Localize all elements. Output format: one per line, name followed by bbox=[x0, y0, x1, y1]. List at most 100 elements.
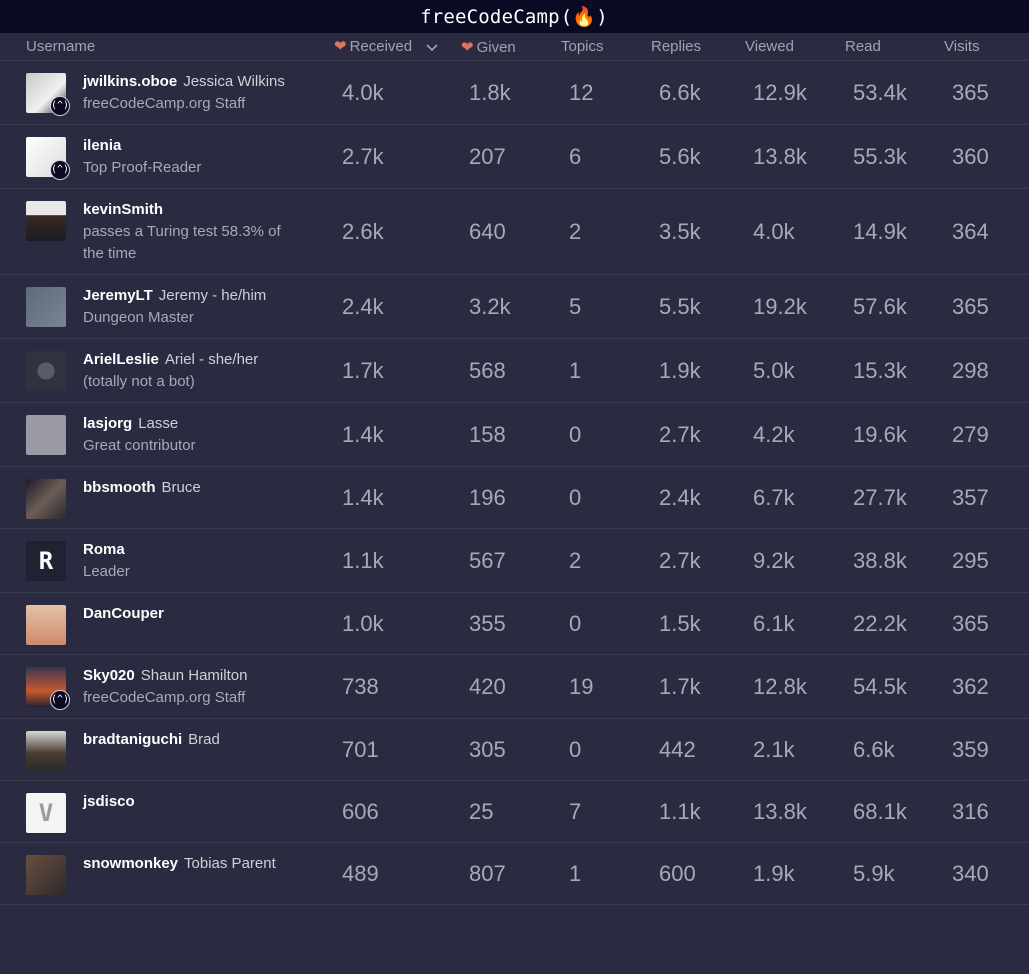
column-header-given[interactable]: ❤ Given bbox=[461, 33, 561, 61]
stat-given: 567 bbox=[461, 528, 561, 593]
stat-given: 196 bbox=[461, 466, 561, 529]
stat-viewed: 13.8k bbox=[745, 124, 845, 189]
stat-read: 57.6k bbox=[845, 274, 944, 339]
column-header-topics[interactable]: Topics bbox=[561, 33, 651, 61]
stat-received: 2.4k bbox=[334, 274, 461, 339]
avatar[interactable] bbox=[26, 605, 66, 645]
stat-replies: 2.7k bbox=[651, 402, 745, 467]
avatar[interactable] bbox=[26, 201, 66, 241]
table-row: snowmonkey Tobias Parent 489 807 1 600 1.9k 5.… bbox=[0, 842, 1029, 905]
table-row: (^) ilenia Top Proof-Reader 2.7k 207 6 5.6k… bbox=[0, 124, 1029, 189]
stat-topics: 2 bbox=[561, 188, 651, 275]
stat-topics: 12 bbox=[561, 60, 651, 125]
username-link[interactable]: snowmonkey bbox=[83, 855, 179, 872]
stat-read: 38.8k bbox=[845, 528, 944, 593]
stat-received: 4.0k bbox=[334, 60, 461, 125]
user-cell: DanCouper bbox=[0, 592, 334, 655]
user-cell: (^) ilenia Top Proof-Reader bbox=[0, 124, 334, 189]
user-cell: JeremyLT Jeremy - he/him Dungeon Master bbox=[0, 274, 334, 339]
stat-read: 54.5k bbox=[845, 654, 944, 719]
column-header-username[interactable]: Username bbox=[0, 33, 334, 61]
column-header-read[interactable]: Read bbox=[845, 33, 944, 61]
username-link[interactable]: JeremyLT bbox=[83, 287, 153, 304]
stat-visits: 365 bbox=[944, 274, 1029, 339]
username-link[interactable]: ArielLeslie bbox=[83, 351, 159, 368]
username-link[interactable]: Roma bbox=[83, 541, 125, 558]
username-link[interactable]: ilenia bbox=[83, 137, 122, 154]
stat-read: 53.4k bbox=[845, 60, 944, 125]
heart-icon: ❤ bbox=[461, 38, 474, 56]
stat-replies: 5.5k bbox=[651, 274, 745, 339]
username-link[interactable]: jwilkins.oboe bbox=[83, 73, 178, 90]
username-link[interactable]: DanCouper bbox=[83, 605, 164, 622]
stat-received: 606 bbox=[334, 780, 461, 843]
column-header-received[interactable]: ❤ Received bbox=[334, 33, 461, 61]
stat-given: 25 bbox=[461, 780, 561, 843]
avatar[interactable] bbox=[26, 855, 66, 895]
avatar[interactable]: (^) bbox=[26, 137, 70, 180]
stat-received: 1.4k bbox=[334, 466, 461, 529]
stat-visits: 357 bbox=[944, 466, 1029, 529]
stat-replies: 3.5k bbox=[651, 188, 745, 275]
top-bar: freeCodeCamp (🔥) bbox=[0, 0, 1029, 33]
column-header-replies[interactable]: Replies bbox=[651, 33, 745, 61]
user-cell: R Roma Leader bbox=[0, 528, 334, 593]
username-link[interactable]: bbsmooth bbox=[83, 479, 156, 496]
stat-viewed: 5.0k bbox=[745, 338, 845, 403]
stat-viewed: 19.2k bbox=[745, 274, 845, 339]
username-link[interactable]: Sky020 bbox=[83, 667, 135, 684]
stat-given: 640 bbox=[461, 188, 561, 275]
column-header-visits[interactable]: Visits bbox=[944, 33, 1029, 61]
username-link[interactable]: lasjorg bbox=[83, 415, 133, 432]
stat-topics: 6 bbox=[561, 124, 651, 189]
stat-topics: 1 bbox=[561, 842, 651, 905]
stat-replies: 5.6k bbox=[651, 124, 745, 189]
username-link[interactable]: bradtaniguchi bbox=[83, 731, 183, 748]
user-cell: kevinSmith passes a Turing test 58.3% of… bbox=[0, 188, 334, 275]
user-full-name: Jeremy - he/him bbox=[158, 287, 267, 304]
stat-received: 738 bbox=[334, 654, 461, 719]
stat-visits: 340 bbox=[944, 842, 1029, 905]
column-header-viewed[interactable]: Viewed bbox=[745, 33, 845, 61]
user-title: Great contributor bbox=[83, 437, 196, 454]
stat-given: 807 bbox=[461, 842, 561, 905]
stat-topics: 1 bbox=[561, 338, 651, 403]
stat-received: 701 bbox=[334, 718, 461, 781]
stat-visits: 360 bbox=[944, 124, 1029, 189]
user-title: (totally not a bot) bbox=[83, 373, 195, 390]
stat-given: 568 bbox=[461, 338, 561, 403]
table-row: lasjorg Lasse Great contributor 1.4k 158 0 2… bbox=[0, 402, 1029, 467]
stat-received: 2.6k bbox=[334, 188, 461, 275]
user-full-name: Brad bbox=[188, 731, 220, 748]
avatar[interactable]: (^) bbox=[26, 667, 70, 710]
username-link[interactable]: kevinSmith bbox=[83, 201, 164, 218]
stat-topics: 0 bbox=[561, 718, 651, 781]
stat-viewed: 6.1k bbox=[745, 592, 845, 655]
user-cell: bradtaniguchi Brad bbox=[0, 718, 334, 781]
user-title: Dungeon Master bbox=[83, 309, 194, 326]
users-directory-table: Username ❤ Received ❤ Given Topics Replies… bbox=[0, 33, 1029, 905]
chevron-down-icon bbox=[426, 39, 438, 56]
avatar[interactable] bbox=[26, 415, 66, 455]
user-title: freeCodeCamp.org Staff bbox=[83, 689, 246, 706]
table-row: bradtaniguchi Brad 701 305 0 442 2.1k 6.6k 359 bbox=[0, 718, 1029, 781]
avatar[interactable] bbox=[26, 287, 66, 327]
table-row: (^) jwilkins.oboe Jessica Wilkins freeCod… bbox=[0, 60, 1029, 125]
username-link[interactable]: jsdisco bbox=[83, 793, 135, 810]
avatar[interactable] bbox=[26, 479, 66, 519]
avatar[interactable]: R bbox=[26, 541, 66, 581]
user-cell: (^) jwilkins.oboe Jessica Wilkins freeCod… bbox=[0, 60, 334, 125]
user-cell: V jsdisco bbox=[0, 780, 334, 843]
stat-topics: 0 bbox=[561, 592, 651, 655]
stat-visits: 364 bbox=[944, 188, 1029, 275]
stat-replies: 1.9k bbox=[651, 338, 745, 403]
freecodecamp-logo[interactable]: freeCodeCamp (🔥) bbox=[420, 5, 609, 29]
avatar[interactable]: V bbox=[26, 793, 66, 833]
avatar[interactable]: (^) bbox=[26, 73, 70, 116]
avatar[interactable] bbox=[26, 731, 66, 771]
avatar[interactable] bbox=[26, 351, 66, 391]
table-row: DanCouper 1.0k 355 0 1.5k 6.1k 22.2k 365 bbox=[0, 592, 1029, 655]
stat-viewed: 4.2k bbox=[745, 402, 845, 467]
user-cell: lasjorg Lasse Great contributor bbox=[0, 402, 334, 467]
flame-icon: (🔥) bbox=[560, 6, 608, 28]
